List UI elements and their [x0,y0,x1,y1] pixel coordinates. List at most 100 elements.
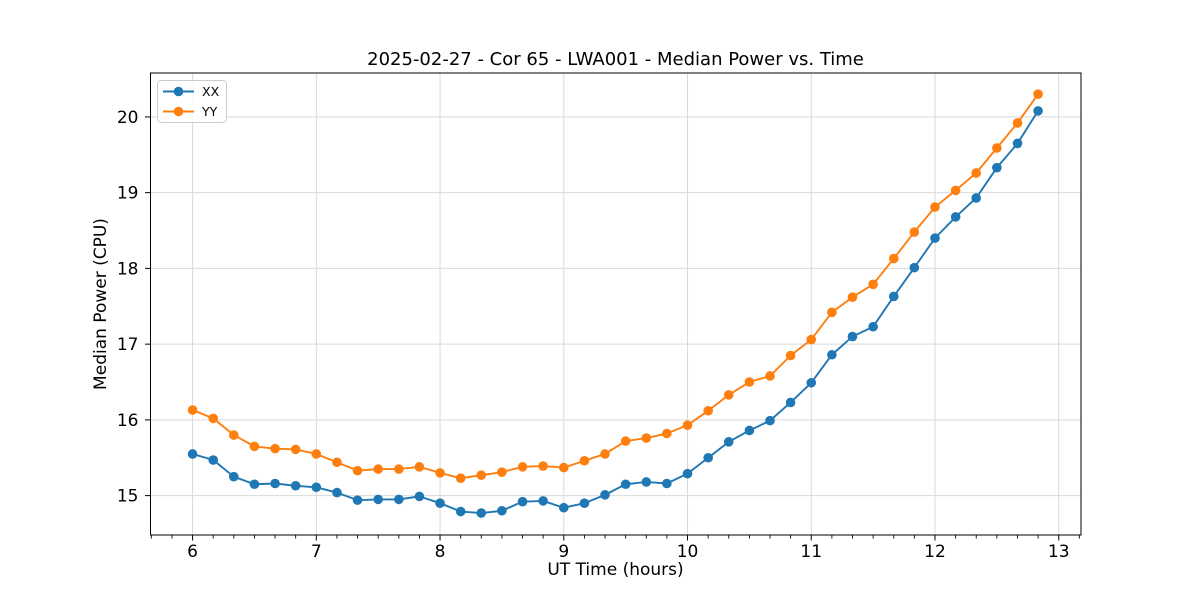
y-tick-label: 19 [117,184,139,204]
data-point-yy [476,470,487,480]
data-point-xx [290,480,301,491]
data-point-yy [558,462,569,473]
series-yy [187,89,1043,483]
data-point-yy [455,473,466,483]
data-point-yy [394,464,404,474]
data-point-xx [476,508,487,518]
data-point-xx [600,490,610,500]
y-tick-label: 16 [117,411,139,431]
data-point-yy [992,143,1002,153]
plot-border [150,72,1082,536]
data-point-yy [930,202,940,212]
data-point-yy [620,436,631,446]
data-point-xx [373,494,383,505]
data-point-yy [600,449,610,459]
x-tick-label: 13 [1048,542,1070,562]
y-axis-label: Median Power (CPU) [91,218,111,390]
data-point-xx [497,505,507,516]
legend-marker-xx-icon [173,86,184,97]
data-point-yy [868,279,878,290]
data-point-xx [703,452,713,463]
data-point-xx [847,331,858,342]
legend-marker-yy-icon [173,106,184,117]
data-point-yy [538,461,548,471]
data-point-yy [971,168,981,178]
data-point-xx [827,349,837,360]
x-tick-label: 6 [187,542,198,562]
data-point-xx [311,482,322,493]
data-point-xx [950,212,961,222]
data-point-xx [187,449,198,459]
data-point-xx [868,321,878,332]
data-point-xx [352,495,363,505]
data-point-yy [311,449,322,459]
data-point-xx [455,506,466,517]
data-point-xx [888,291,899,302]
y-tick-label: 18 [117,259,139,279]
data-point-yy [373,464,383,474]
data-point-yy [641,433,652,443]
data-series [187,89,1043,518]
data-point-yy [723,390,734,400]
data-point-yy [1012,118,1023,128]
data-point-xx [785,397,796,408]
axis-tick-labels: 6 7 8 9 10 11 12 13 15 16 17 18 19 20 [117,108,1070,562]
data-point-xx [579,498,590,508]
data-point-xx [682,468,693,479]
data-point-xx [806,377,817,388]
data-point-yy [662,428,672,439]
data-point-yy [888,253,899,264]
data-point-xx [394,494,404,505]
data-point-yy [703,405,713,416]
data-point-yy [765,371,775,381]
data-point-yy [847,292,858,302]
data-point-xx [641,477,652,487]
x-tick-label: 12 [924,542,946,562]
gridlines [150,73,1081,535]
data-point-xx [1033,106,1043,116]
data-point-yy [1033,89,1043,100]
data-point-yy [682,420,693,430]
series-xx [187,106,1043,518]
data-point-xx [538,496,548,506]
data-point-yy [806,334,817,345]
axis-ticks [145,116,1080,541]
data-point-yy [785,350,796,361]
data-point-xx [1012,138,1023,149]
x-tick-label: 8 [435,542,446,562]
x-tick-label: 7 [311,542,322,562]
y-tick-label: 17 [117,335,139,355]
data-point-xx [765,415,775,426]
data-point-yy [208,413,219,424]
data-point-xx [930,233,940,243]
data-point-yy [270,443,280,454]
chart-title: 2025-02-27 - Cor 65 - LWA001 - Median Po… [367,49,864,70]
data-point-yy [497,467,507,477]
data-point-xx [558,502,569,513]
data-point-xx [517,496,528,507]
data-point-xx [620,479,631,490]
legend-label-yy: YY [201,104,218,119]
data-point-xx [971,193,981,203]
data-point-xx [228,471,239,482]
data-point-yy [827,307,837,318]
data-point-yy [579,455,590,466]
data-point-yy [517,462,528,472]
data-point-yy [435,468,445,478]
y-tick-label: 20 [117,108,139,128]
data-point-yy [414,462,425,472]
data-point-xx [208,455,219,465]
data-point-xx [744,425,755,436]
data-point-xx [414,491,425,502]
data-point-yy [744,377,755,387]
data-point-yy [249,441,260,452]
data-point-yy [352,465,363,476]
data-point-yy [909,227,920,237]
data-point-xx [723,437,734,447]
y-tick-label: 15 [117,487,139,507]
x-tick-label: 10 [677,542,699,562]
data-point-xx [249,479,260,490]
data-point-yy [290,444,301,455]
data-point-xx [270,478,280,489]
